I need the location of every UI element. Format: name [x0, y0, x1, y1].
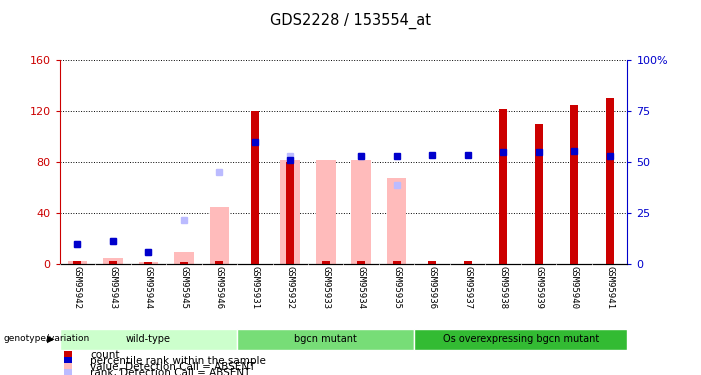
Bar: [60, 329, 237, 350]
Bar: [74, 261, 81, 264]
Bar: [180, 262, 188, 264]
Text: GSM95943: GSM95943: [109, 266, 117, 309]
Bar: [387, 177, 407, 264]
Text: GSM95931: GSM95931: [250, 266, 259, 309]
Text: GSM95933: GSM95933: [321, 266, 330, 309]
Bar: [144, 262, 152, 264]
Text: GSM95945: GSM95945: [179, 266, 189, 309]
Text: GSM95944: GSM95944: [144, 266, 153, 309]
Bar: [570, 105, 578, 264]
Bar: [535, 124, 543, 264]
Bar: [139, 262, 158, 264]
Text: bgcn mutant: bgcn mutant: [294, 334, 358, 344]
Bar: [316, 160, 336, 264]
Bar: [358, 261, 365, 264]
Bar: [280, 160, 300, 264]
Bar: [251, 111, 259, 264]
Text: GSM95941: GSM95941: [605, 266, 614, 309]
Text: percentile rank within the sample: percentile rank within the sample: [90, 356, 266, 366]
Text: GSM95939: GSM95939: [534, 266, 543, 309]
Bar: [210, 207, 229, 264]
Text: genotype/variation: genotype/variation: [4, 334, 90, 344]
Text: GSM95937: GSM95937: [463, 266, 472, 309]
Text: value, Detection Call = ABSENT: value, Detection Call = ABSENT: [90, 362, 255, 372]
Bar: [174, 252, 193, 264]
Text: GDS2228 / 153554_at: GDS2228 / 153554_at: [270, 13, 431, 29]
Bar: [393, 261, 401, 264]
Bar: [499, 108, 507, 264]
Text: GSM95936: GSM95936: [428, 266, 437, 309]
Text: GSM95940: GSM95940: [570, 266, 578, 309]
Bar: [67, 261, 87, 264]
Text: GSM95935: GSM95935: [393, 266, 401, 309]
Text: ▶: ▶: [47, 334, 55, 344]
Bar: [237, 329, 414, 350]
Text: count: count: [90, 350, 119, 360]
Text: GSM95932: GSM95932: [286, 266, 294, 309]
Bar: [428, 261, 436, 264]
Text: GSM95934: GSM95934: [357, 266, 366, 309]
Text: GSM95942: GSM95942: [73, 266, 82, 309]
Text: GSM95946: GSM95946: [215, 266, 224, 309]
Bar: [215, 261, 223, 264]
Text: GSM95938: GSM95938: [498, 266, 508, 309]
Bar: [286, 162, 294, 264]
Bar: [109, 261, 117, 264]
Bar: [464, 261, 472, 264]
Bar: [351, 160, 371, 264]
Text: Os overexpressing bgcn mutant: Os overexpressing bgcn mutant: [443, 334, 599, 344]
Bar: [606, 98, 613, 264]
Bar: [322, 261, 329, 264]
Text: rank, Detection Call = ABSENT: rank, Detection Call = ABSENT: [90, 368, 250, 375]
Bar: [414, 329, 627, 350]
Bar: [103, 258, 123, 264]
Text: wild-type: wild-type: [125, 334, 171, 344]
